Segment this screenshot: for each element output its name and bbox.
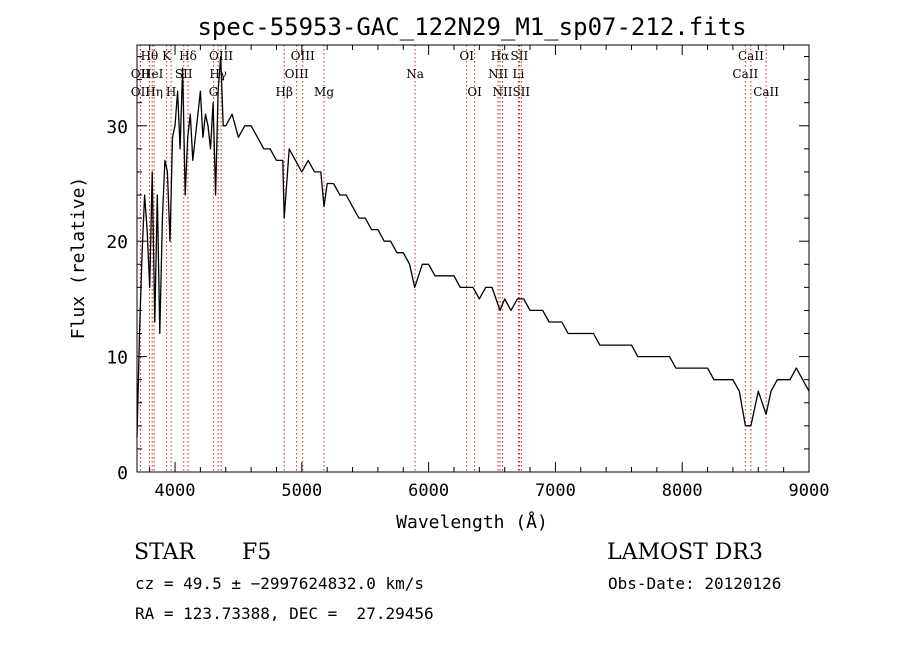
line-label: Mg bbox=[314, 85, 334, 99]
line-label: G bbox=[209, 85, 219, 99]
line-label: OII bbox=[131, 67, 151, 81]
line-label: Hδ bbox=[179, 49, 197, 63]
line-label: NII bbox=[493, 85, 513, 99]
x-tick-label: 4000 bbox=[155, 481, 196, 501]
redshift-text: cz = 49.5 ± −2997624832.0 km/s bbox=[135, 574, 424, 593]
line-label: OIII bbox=[285, 67, 309, 81]
line-label: SII bbox=[512, 85, 530, 99]
x-tick-label: 9000 bbox=[789, 481, 830, 501]
line-label: Hη bbox=[145, 85, 163, 99]
x-axis: 4000 5000 6000 7000 8000 9000 bbox=[149, 45, 830, 501]
line-label: CaII bbox=[738, 49, 764, 63]
line-label: OI bbox=[459, 49, 474, 63]
flux-series-line bbox=[136, 55, 810, 438]
y-tick-label: 10 bbox=[106, 348, 128, 369]
line-label: NII bbox=[488, 67, 508, 81]
survey-name: LAMOST DR3 bbox=[607, 540, 763, 565]
obs-date: Obs-Date: 20120126 bbox=[608, 574, 782, 593]
line-label: SII bbox=[511, 49, 529, 63]
line-label: OIII bbox=[291, 49, 315, 63]
line-label: H bbox=[166, 85, 176, 99]
plot-frame bbox=[136, 44, 810, 473]
line-label: OIII bbox=[209, 49, 233, 63]
y-tick-label: 30 bbox=[106, 117, 128, 138]
object-class: STAR bbox=[134, 540, 195, 565]
x-tick-label: 5000 bbox=[281, 481, 322, 501]
y-tick-label: 0 bbox=[117, 463, 128, 484]
emission-line-markers bbox=[139, 45, 767, 472]
x-axis-label: Wavelength (Å) bbox=[396, 511, 548, 533]
line-label: Hγ bbox=[209, 67, 227, 81]
coordinates-text: RA = 123.73388, DEC = 27.29456 bbox=[135, 604, 434, 623]
line-label: K bbox=[162, 49, 172, 63]
line-label: Li bbox=[512, 67, 524, 81]
x-tick-label: 7000 bbox=[535, 481, 576, 501]
chart-title: spec-55953-GAC_122N29_M1_sp07-212.fits bbox=[197, 13, 746, 41]
x-tick-label: 6000 bbox=[408, 481, 449, 501]
line-label: CaII bbox=[732, 67, 758, 81]
line-label: Na bbox=[406, 67, 424, 81]
line-label: SII bbox=[175, 67, 193, 81]
line-label: Hα bbox=[491, 49, 510, 63]
object-subclass: F5 bbox=[242, 540, 272, 565]
x-tick-label: 8000 bbox=[662, 481, 703, 501]
y-axis-label: Flux (relative) bbox=[68, 177, 89, 340]
y-tick-label: 20 bbox=[106, 232, 128, 253]
line-label: OI bbox=[467, 85, 482, 99]
line-label: CaII bbox=[753, 85, 779, 99]
line-label: Hθ bbox=[141, 49, 159, 63]
line-label: Hβ bbox=[276, 85, 293, 99]
line-label: OII bbox=[131, 85, 151, 99]
line-label: HeI bbox=[141, 67, 164, 81]
y-axis: 0 10 20 30 bbox=[106, 56, 809, 484]
